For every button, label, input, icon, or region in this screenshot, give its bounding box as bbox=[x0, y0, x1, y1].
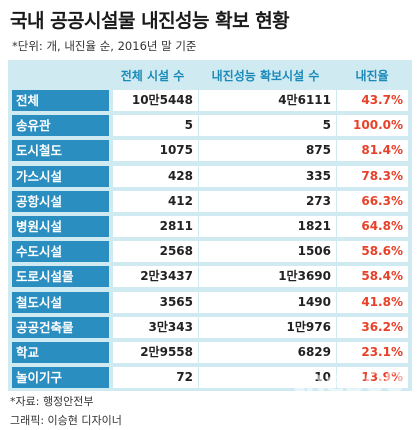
total-count-cell: 2568 bbox=[113, 241, 198, 263]
table-row: 공항시설 412 273 66.3% bbox=[8, 189, 412, 214]
table-row: 수도시설 2568 1506 58.6% bbox=[8, 239, 412, 264]
watermark-logo: the300 bbox=[291, 365, 405, 400]
total-count-cell: 72 bbox=[113, 367, 198, 389]
total-count-cell: 2811 bbox=[113, 215, 198, 237]
chart-subtitle: *단위: 개, 내진율 순, 2016년 말 기준 bbox=[12, 39, 197, 53]
secured-count-cell: 1490 bbox=[199, 291, 336, 313]
table-row: 공공건축물 3만343 1만976 36.2% bbox=[8, 315, 412, 340]
rate-cell: 43.7% bbox=[337, 90, 408, 111]
row-label: 도로시설물 bbox=[12, 266, 109, 288]
table-row: 철도시설 3565 1490 41.8% bbox=[8, 290, 412, 315]
rate-cell: 58.6% bbox=[337, 241, 408, 263]
table-row: 송유관 5 5 100.0% bbox=[8, 113, 412, 138]
rate-cell: 81.4% bbox=[337, 140, 408, 162]
rate-cell: 78.3% bbox=[337, 165, 408, 187]
rate-cell: 100.0% bbox=[337, 115, 408, 137]
secured-count-cell: 273 bbox=[199, 190, 336, 212]
rate-cell: 64.8% bbox=[337, 215, 408, 237]
total-count-cell: 2만9558 bbox=[113, 341, 198, 363]
secured-count-cell: 1만976 bbox=[199, 316, 336, 338]
total-count-cell: 3565 bbox=[113, 291, 198, 313]
row-label: 놀이기구 bbox=[12, 367, 109, 389]
graphic-credit: 그래픽: 이승현 디자이너 bbox=[10, 414, 122, 427]
total-count-cell: 412 bbox=[113, 190, 198, 212]
rate-cell: 58.4% bbox=[337, 266, 408, 288]
source-note: *자료: 행정안전부 bbox=[10, 395, 94, 408]
row-label: 병원시설 bbox=[12, 215, 109, 237]
table-row: 놀이기구 72 10 13.9% bbox=[8, 365, 412, 390]
column-header-rate: 내진율 bbox=[355, 69, 389, 83]
column-header-total: 전체 시설 수 bbox=[120, 69, 185, 83]
secured-count-cell: 1만3690 bbox=[199, 266, 336, 288]
table-row: 도로시설물 2만3437 1만3690 58.4% bbox=[8, 264, 412, 289]
secured-count-cell: 4만6111 bbox=[199, 90, 336, 111]
row-label: 가스시설 bbox=[12, 165, 109, 187]
table-row: 가스시설 428 335 78.3% bbox=[8, 164, 412, 189]
table-row: 학교 2만9558 6829 23.1% bbox=[8, 340, 412, 365]
secured-count-cell: 335 bbox=[199, 165, 336, 187]
secured-count-cell: 6829 bbox=[199, 341, 336, 363]
row-label: 전체 bbox=[12, 90, 109, 111]
chart-title: 국내 공공시설물 내진성능 확보 현황 bbox=[10, 10, 290, 32]
row-label: 송유관 bbox=[12, 115, 109, 137]
secured-count-cell: 10 bbox=[199, 367, 336, 389]
total-count-cell: 10만5448 bbox=[113, 90, 198, 111]
secured-count-cell: 1821 bbox=[199, 215, 336, 237]
row-label: 공항시설 bbox=[12, 190, 109, 212]
rate-cell: 41.8% bbox=[337, 291, 408, 313]
table-row: 전체 10만5448 4만6111 43.7% bbox=[8, 88, 412, 113]
secured-count-cell: 1506 bbox=[199, 241, 336, 263]
row-label: 학교 bbox=[12, 341, 109, 363]
rate-cell: 66.3% bbox=[337, 190, 408, 212]
total-count-cell: 2만3437 bbox=[113, 266, 198, 288]
row-label: 수도시설 bbox=[12, 241, 109, 263]
rate-cell: 13.9% bbox=[337, 367, 408, 389]
row-label: 공공건축물 bbox=[12, 316, 109, 338]
table-row: 병원시설 2811 1821 64.8% bbox=[8, 214, 412, 239]
total-count-cell: 5 bbox=[113, 115, 198, 137]
total-count-cell: 3만343 bbox=[113, 316, 198, 338]
rate-cell: 36.2% bbox=[337, 316, 408, 338]
secured-count-cell: 875 bbox=[199, 140, 336, 162]
secured-count-cell: 5 bbox=[199, 115, 336, 137]
table-body: 전체 10만5448 4만6111 43.7% 송유관 5 5 100.0% 도시철도 1075 8… bbox=[8, 88, 412, 390]
rate-cell: 23.1% bbox=[337, 341, 408, 363]
row-label: 도시철도 bbox=[12, 140, 109, 162]
total-count-cell: 1075 bbox=[113, 140, 198, 162]
total-count-cell: 428 bbox=[113, 165, 198, 187]
column-header-secured: 내진성능 확보시설 수 bbox=[211, 69, 320, 83]
row-label: 철도시설 bbox=[12, 291, 109, 313]
table-row: 도시철도 1075 875 81.4% bbox=[8, 138, 412, 163]
